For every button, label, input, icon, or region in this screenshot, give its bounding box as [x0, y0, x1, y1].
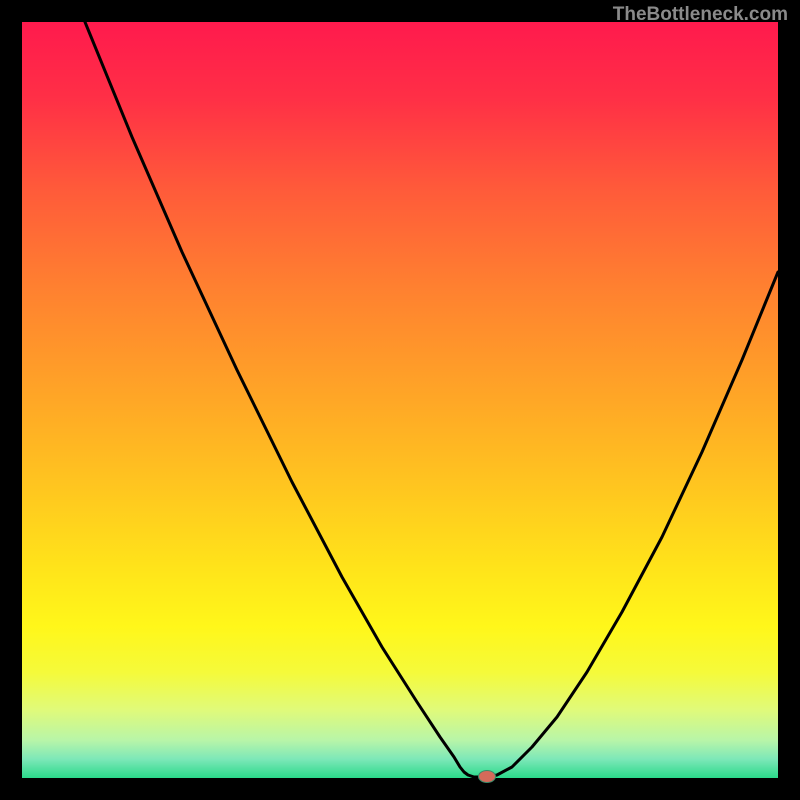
optimal-point-marker — [478, 770, 496, 783]
bottleneck-curve — [22, 22, 778, 778]
plot-area — [22, 22, 778, 778]
chart-container: TheBottleneck.com — [0, 0, 800, 800]
watermark-text: TheBottleneck.com — [613, 4, 788, 26]
